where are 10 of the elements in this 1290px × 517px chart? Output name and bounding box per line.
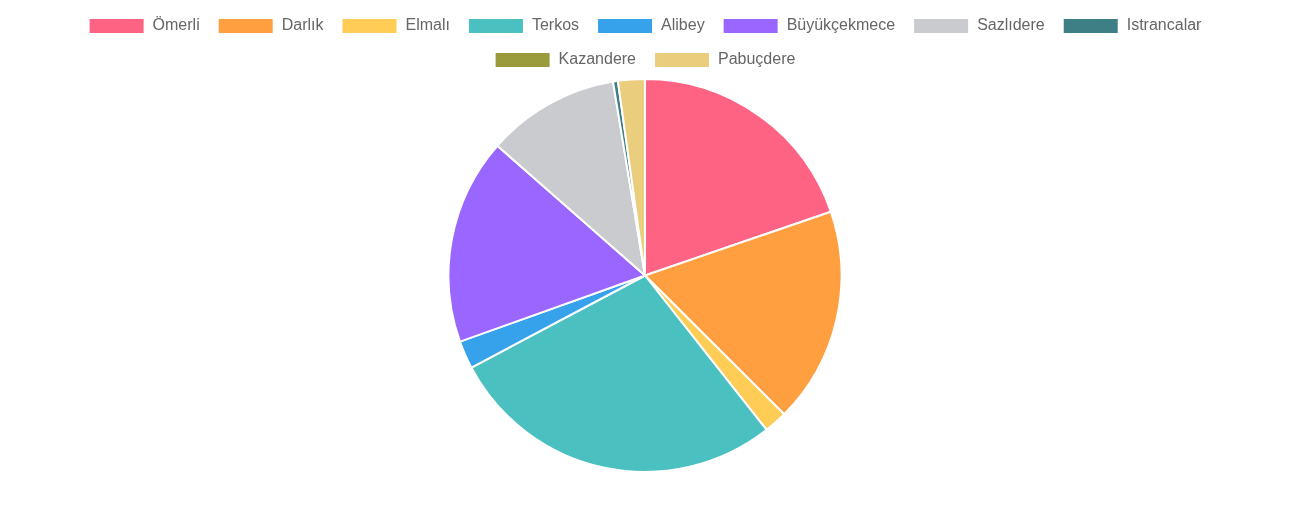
legend-label: Pabuçdere	[718, 50, 796, 68]
legend-label: Terkos	[531, 16, 580, 34]
legend-label: Kazandere	[558, 50, 637, 68]
legend-label: Darlık	[281, 16, 325, 34]
legend-label: Sazlıdere	[977, 16, 1045, 34]
legend-label: Istrancalar	[1126, 16, 1203, 34]
legend-label: Alibey	[661, 16, 705, 34]
legend-label: Büyükçekmece	[786, 16, 896, 34]
legend-label: Elmalı	[405, 16, 450, 34]
legend-label: Ömerli	[152, 16, 200, 34]
